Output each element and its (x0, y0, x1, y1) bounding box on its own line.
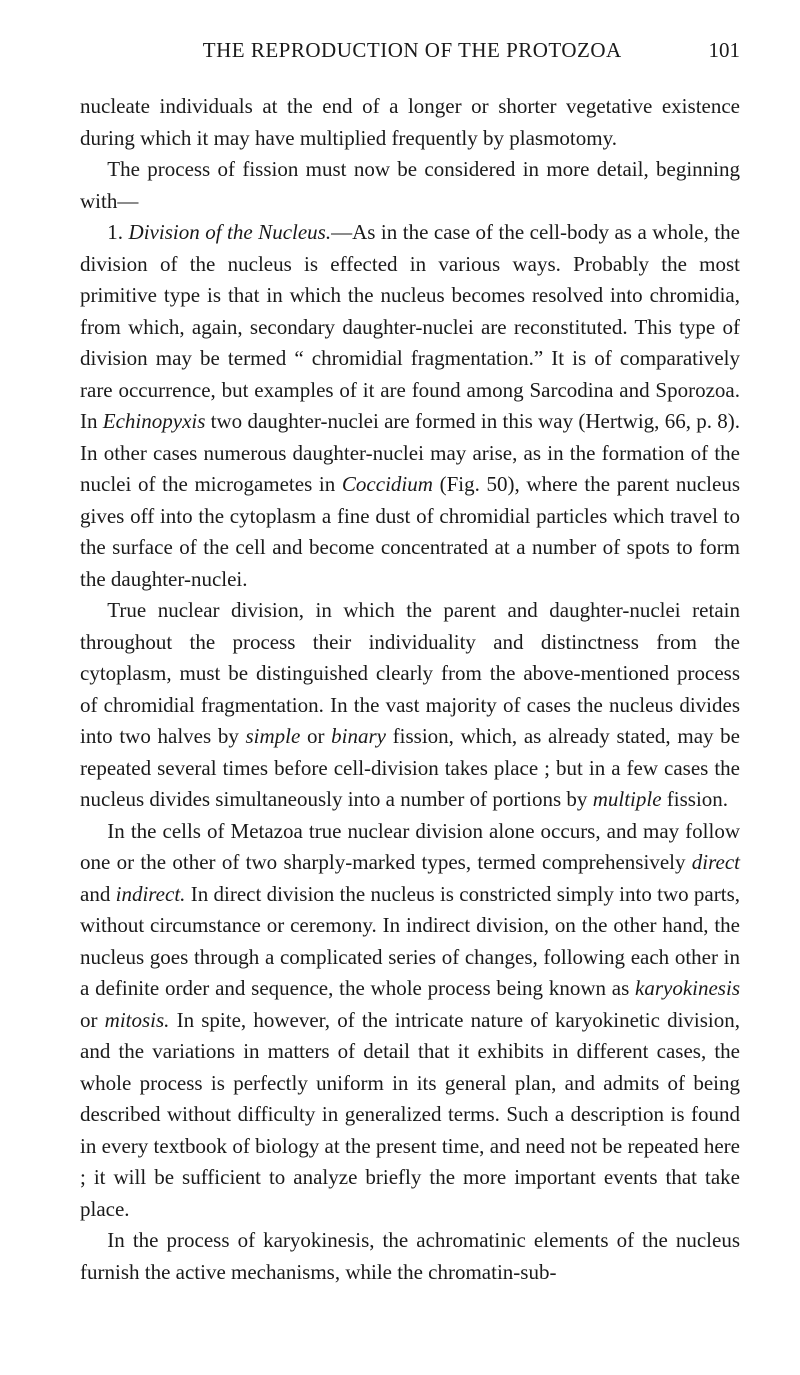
page-header: THE REPRODUCTION OF THE PROTOZOA 101 (80, 38, 740, 63)
text-run: The process of fission must now be consi… (80, 157, 740, 213)
text-run: and (80, 882, 116, 906)
text-run: or (300, 724, 331, 748)
text-run: —As in the case of the cell-body as a wh… (80, 220, 740, 433)
italic-text: mitosis. (105, 1008, 170, 1032)
italic-text: binary (331, 724, 386, 748)
italic-text: Echinopyxis (103, 409, 206, 433)
page-container: THE REPRODUCTION OF THE PROTOZOA 101 nuc… (0, 0, 800, 1338)
text-run: In spite, however, of the intricate natu… (80, 1008, 740, 1221)
text-run: or (80, 1008, 105, 1032)
paragraph-4: True nuclear division, in which the pare… (80, 595, 740, 816)
page-number: 101 (709, 38, 741, 63)
italic-text: Coccidium (342, 472, 433, 496)
italic-text: direct (692, 850, 740, 874)
text-run: fission. (662, 787, 729, 811)
italic-text: karyokinesis (635, 976, 740, 1000)
text-run: In the process of karyokinesis, the achr… (80, 1228, 740, 1284)
body-text: nucleate individuals at the end of a lon… (80, 91, 740, 1288)
italic-text: Division of the Nucleus. (129, 220, 332, 244)
italic-text: multiple (593, 787, 662, 811)
paragraph-3: 1. Division of the Nucleus.—As in the ca… (80, 217, 740, 595)
paragraph-2: The process of fission must now be consi… (80, 154, 740, 217)
text-run: In the cells of Metazoa true nuclear div… (80, 819, 740, 875)
italic-text: indirect. (116, 882, 186, 906)
text-run: nucleate individuals at the end of a lon… (80, 94, 740, 150)
header-title: THE REPRODUCTION OF THE PROTOZOA (116, 38, 709, 63)
italic-text: simple (246, 724, 301, 748)
paragraph-5: In the cells of Metazoa true nuclear div… (80, 816, 740, 1226)
text-run: 1. (107, 220, 128, 244)
paragraph-6: In the process of karyokinesis, the achr… (80, 1225, 740, 1288)
paragraph-1: nucleate individuals at the end of a lon… (80, 91, 740, 154)
